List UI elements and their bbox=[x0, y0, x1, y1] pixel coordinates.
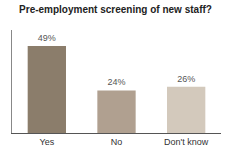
svg-text:Yes: Yes bbox=[39, 137, 54, 147]
svg-text:No: No bbox=[111, 137, 123, 147]
svg-text:Pre-employment screening of ne: Pre-employment screening of new staff? bbox=[19, 4, 212, 15]
svg-text:24%: 24% bbox=[107, 77, 125, 87]
svg-text:Don't know: Don't know bbox=[164, 137, 209, 147]
svg-text:26%: 26% bbox=[177, 74, 195, 84]
svg-text:49%: 49% bbox=[38, 33, 56, 43]
